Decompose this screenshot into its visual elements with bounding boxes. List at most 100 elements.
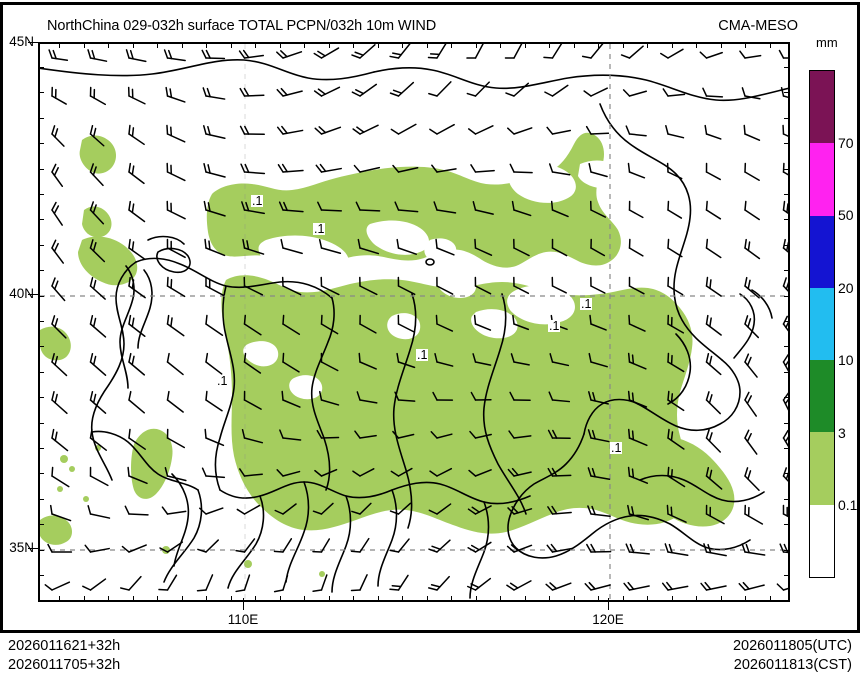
colorbar-tick-20: 20	[838, 279, 854, 296]
wind-barb-icon	[430, 430, 453, 439]
wind-barb-icon	[51, 163, 64, 188]
wind-barb-icon	[166, 162, 186, 182]
wind-barb-icon	[392, 164, 419, 173]
axis-minor-tick	[784, 524, 790, 525]
wind-barb-icon	[281, 390, 301, 408]
wind-barb-icon	[469, 430, 492, 439]
page-title: NorthChina 029-032h surface TOTAL PCPN/0…	[47, 18, 437, 34]
wind-barb-icon	[435, 314, 454, 332]
wind-barb-icon	[513, 238, 530, 257]
wind-barb-icon	[705, 391, 721, 415]
wind-barb-icon	[782, 504, 788, 525]
wind-barb-icon	[667, 314, 685, 334]
wind-barb-icon	[546, 126, 572, 135]
wind-barb-icon	[89, 428, 107, 451]
wind-barb-icon	[472, 201, 494, 215]
wind-barb-icon	[128, 162, 145, 185]
map-canvas	[40, 44, 788, 600]
axis-minor-tick	[133, 596, 134, 602]
wind-barb-icon	[394, 391, 416, 402]
axis-minor-tick	[38, 600, 44, 601]
wind-barb-icon	[627, 390, 648, 408]
wind-barb-icon	[466, 44, 486, 59]
ytick-label-35N: 35N	[9, 540, 34, 555]
axis-minor-tick	[784, 397, 790, 398]
wind-barb-icon	[166, 352, 184, 376]
axis-minor-tick	[255, 596, 256, 602]
wind-barb-icon	[433, 201, 457, 214]
wind-barb-icon	[435, 238, 455, 256]
axis-minor-tick	[784, 143, 790, 144]
wind-barb-icon	[166, 428, 186, 449]
wind-barb-icon	[705, 162, 721, 181]
axis-minor-tick	[721, 42, 722, 48]
map-plot-area[interactable]: .1 .1 .1 .1 .1 .1 .1	[38, 42, 790, 602]
wind-barb-icon	[318, 390, 340, 406]
axis-minor-tick	[353, 596, 354, 602]
wind-barb-icon	[124, 505, 149, 516]
wind-barb-icon	[396, 352, 416, 369]
axis-minor-tick	[647, 596, 648, 602]
axis-minor-tick	[721, 596, 722, 602]
wind-barb-icon	[588, 391, 609, 405]
wind-barb-icon	[705, 429, 721, 453]
wind-barb-icon	[511, 200, 532, 217]
wind-barb-icon	[128, 428, 146, 450]
wind-barb-icon	[89, 201, 105, 225]
colorbar-band-10	[810, 287, 834, 361]
wind-barb-icon	[507, 506, 533, 515]
wind-barb-icon	[312, 574, 328, 593]
wind-barb-icon	[203, 162, 226, 178]
wind-barb-icon	[280, 238, 303, 255]
wind-barb-icon	[84, 544, 110, 553]
contour-label: .1	[548, 319, 561, 333]
wind-barb-icon	[739, 50, 762, 59]
contour-label: .1	[251, 194, 264, 208]
wind-barb-icon	[551, 276, 567, 294]
wind-barb-icon	[627, 162, 646, 179]
wind-barb-icon	[242, 238, 265, 255]
wind-barb-icon	[128, 314, 146, 338]
axis-minor-tick	[38, 92, 44, 93]
wind-barb-icon	[350, 574, 368, 592]
wind-barb-icon	[351, 44, 376, 59]
wind-barb-icon	[628, 200, 644, 219]
axis-minor-tick	[549, 596, 550, 602]
frame-left-rule	[0, 2, 3, 633]
wind-barb-icon	[428, 503, 452, 515]
axis-minor-tick	[38, 524, 44, 525]
footer-valid-cst: 2026011813(CST)	[733, 657, 852, 673]
wind-barb-icon	[705, 504, 725, 525]
wind-barb-icon	[44, 581, 71, 591]
axis-minor-tick	[476, 42, 477, 48]
wind-barb-icon	[203, 125, 226, 140]
wind-barb-icon	[702, 87, 724, 98]
axis-minor-tick	[784, 423, 790, 424]
colorbar[interactable]	[809, 70, 835, 578]
colorbar-tick-0.1: 0.1	[838, 497, 858, 514]
wind-barb-icon	[236, 504, 261, 515]
wind-barb-icon	[468, 469, 492, 477]
wind-barb-icon	[661, 581, 689, 591]
wind-barb-icon	[352, 124, 379, 135]
wind-barb-icon	[128, 390, 145, 414]
wind-barb-icon	[312, 538, 331, 553]
wind-barb-icon	[581, 44, 604, 59]
wind-barb-icon	[782, 162, 788, 182]
wind-barb-icon	[359, 314, 377, 334]
axis-minor-tick	[784, 270, 790, 271]
axis-minor-tick	[598, 596, 599, 602]
colorbar-tick-70: 70	[838, 134, 854, 151]
wind-barb-icon	[589, 314, 607, 331]
wind-barb-icon	[627, 504, 650, 521]
colorbar-tick-10: 10	[838, 352, 854, 369]
wind-barb-icon	[351, 83, 378, 97]
axis-minor-tick	[38, 346, 44, 347]
axis-minor-tick	[38, 499, 44, 500]
ytick-mark-35N	[28, 548, 40, 549]
wind-barb-icon	[312, 502, 334, 515]
wind-barb-icon	[509, 163, 533, 174]
contour-label: .1	[610, 441, 623, 455]
gridlines	[40, 44, 788, 600]
axis-minor-tick	[784, 118, 790, 119]
